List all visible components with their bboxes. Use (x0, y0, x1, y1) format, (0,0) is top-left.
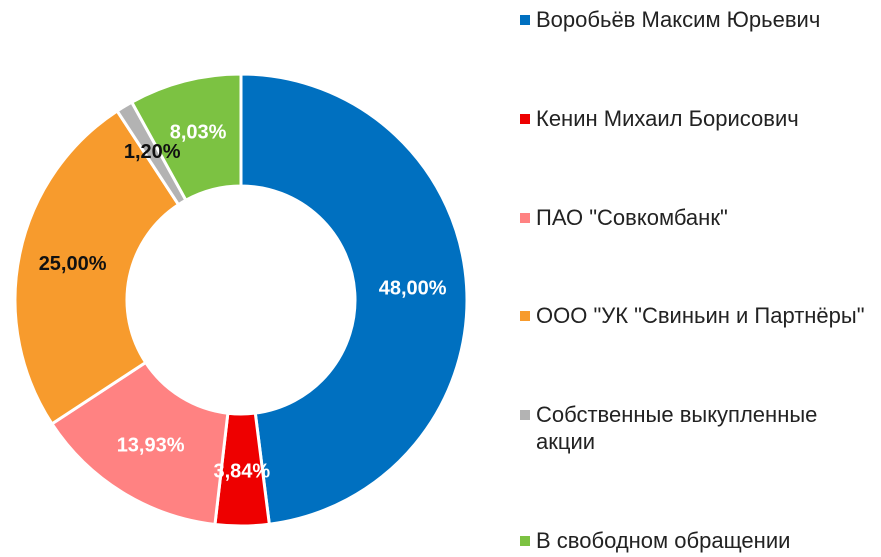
legend-label: Кенин Михаил Борисович (536, 105, 799, 131)
slice (239, 72, 469, 526)
legend-item: Воробьёв Максим Юрьевич (518, 6, 874, 33)
legend-label: В свободном обращении (536, 527, 791, 553)
slice (13, 108, 181, 426)
legend-swatch (520, 410, 530, 421)
legend-swatch (520, 212, 530, 223)
data-label: 8,03% (170, 122, 227, 144)
legend-swatch (520, 311, 530, 322)
legend-label: ПАО "Совкомбанк" (536, 204, 728, 230)
slice (129, 72, 243, 203)
legend-item: ООО "УК "Свиньин и Партнёры" (518, 302, 874, 329)
legend-swatch (520, 535, 530, 546)
legend: Воробьёв Максим Юрьевич Кенин Михаил Бори… (518, 6, 874, 554)
donut: 48,00% 3,84% 13,93% 25,00% 1,20%8,03% (13, 72, 469, 528)
legend-swatch (520, 113, 530, 124)
legend-label: ООО "УК "Свиньин и Партнёры" (536, 303, 865, 329)
legend-label: Собственные выкупленные акции (536, 402, 818, 455)
data-label: 13,93% (117, 435, 185, 457)
legend-item: Собственные выкупленные акции (518, 401, 874, 455)
legend-item: В свободном обращении (518, 527, 874, 554)
legend-item: ПАО "Совкомбанк" (518, 204, 874, 231)
data-label: 25,00% (39, 253, 107, 275)
legend-item: Кенин Михаил Борисович (518, 105, 874, 132)
data-label: 3,84% (214, 460, 271, 482)
data-label: 1,20% (124, 141, 181, 163)
legend-swatch (520, 15, 530, 25)
legend-label: Воробьёв Максим Юрьевич (536, 7, 821, 32)
data-label: 48,00% (379, 277, 447, 299)
